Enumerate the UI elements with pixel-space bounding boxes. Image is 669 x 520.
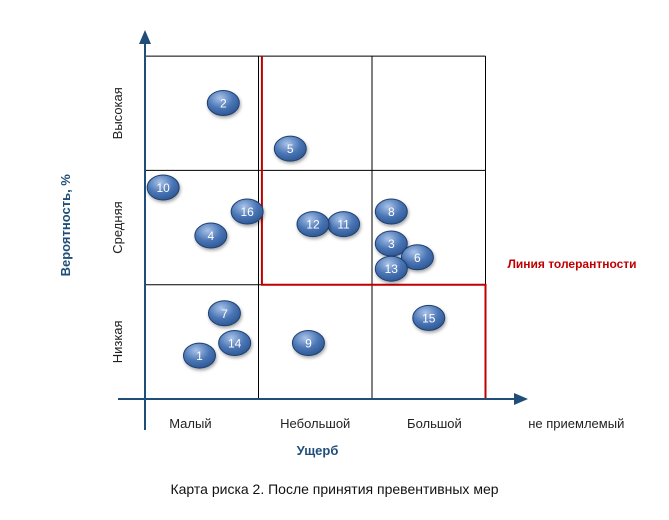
x-tick-label: Большой <box>407 416 462 431</box>
risk-point-14: 14 <box>218 329 252 356</box>
risk-bubble-label: 5 <box>287 142 294 156</box>
risk-point-5: 5 <box>273 135 307 162</box>
labels: Малый Небольшой Большой не приемлемый Низкая… <box>58 87 637 458</box>
risk-bubble-label: 14 <box>228 336 242 350</box>
risk-bubble-label: 10 <box>156 181 170 195</box>
x-axis-arrow <box>514 393 528 405</box>
risk-bubble-label: 12 <box>306 218 320 232</box>
risk-bubble <box>206 89 240 116</box>
risk-bubble <box>374 198 408 225</box>
risk-point-11: 11 <box>327 211 361 238</box>
risk-bubble <box>296 211 330 238</box>
tolerance-line-group <box>260 56 487 399</box>
y-axis-arrow <box>139 30 151 44</box>
y-tick-label: Низкая <box>110 320 125 363</box>
risk-bubble-label: 11 <box>337 218 350 232</box>
risk-bubble <box>273 135 307 162</box>
risk-point-10: 10 <box>146 174 180 201</box>
risk-bubble-label: 9 <box>305 336 312 350</box>
risk-bubble-label: 4 <box>207 229 214 243</box>
risk-point-2: 2 <box>206 89 240 116</box>
risk-bubble-label: 3 <box>388 237 395 251</box>
risk-point-8: 8 <box>374 198 408 225</box>
risk-point-4: 4 <box>194 222 228 249</box>
risk-point-6: 6 <box>400 244 434 271</box>
y-tick-label: Средняя <box>110 201 125 253</box>
risk-bubble <box>400 244 434 271</box>
risk-point-16: 16 <box>230 198 264 225</box>
risk-bubble-label: 6 <box>414 251 421 265</box>
risk-bubble <box>194 222 228 249</box>
tolerance-line-label: Линия толерантности <box>507 257 636 271</box>
risk-bubble-label: 15 <box>422 311 436 325</box>
risk-point-9: 9 <box>291 329 325 356</box>
risk-point-12: 12 <box>296 211 330 238</box>
risk-point-1: 1 <box>182 342 216 369</box>
x-tick-label: Малый <box>169 416 211 431</box>
risk-bubble-label: 16 <box>240 205 254 219</box>
risk-bubble <box>412 304 446 331</box>
risk-point-7: 7 <box>207 300 241 327</box>
x-axis-title: Ущерб <box>297 443 339 458</box>
risk-bubble <box>182 342 216 369</box>
risk-point-13: 13 <box>374 255 408 282</box>
chart-caption: Карта риска 2. После принятия превентивн… <box>170 481 499 497</box>
risk-bubble-label: 1 <box>196 349 203 363</box>
risk-bubble-label: 8 <box>388 205 395 219</box>
risk-bubble <box>374 255 408 282</box>
risk-bubble-label: 7 <box>221 307 228 321</box>
risk-bubble <box>291 329 325 356</box>
risk-bubble-label: 13 <box>385 262 399 276</box>
risk-bubble-label: 2 <box>220 96 227 110</box>
tolerance-line <box>260 56 487 399</box>
risk-bubble <box>146 174 180 201</box>
y-tick-label: Высокая <box>110 87 125 139</box>
risk-bubble <box>230 198 264 225</box>
x-tick-label: Небольшой <box>280 416 350 431</box>
x-tick-label: не приемлемый <box>528 416 624 431</box>
axes <box>118 30 528 430</box>
risk-bubble <box>218 329 252 356</box>
risk-bubble <box>207 300 241 327</box>
risk-point-15: 15 <box>412 304 446 331</box>
y-axis-title: Вероятность, % <box>58 174 73 277</box>
